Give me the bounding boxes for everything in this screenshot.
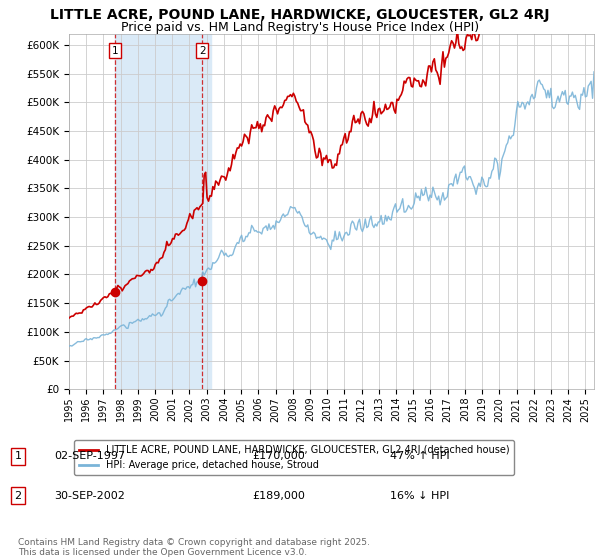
Text: £170,000: £170,000: [252, 451, 305, 461]
Text: 1: 1: [14, 451, 22, 461]
Legend: LITTLE ACRE, POUND LANE, HARDWICKE, GLOUCESTER, GL2 4RJ (detached house), HPI: A: LITTLE ACRE, POUND LANE, HARDWICKE, GLOU…: [74, 440, 514, 475]
Text: 2: 2: [199, 46, 206, 56]
Text: 47% ↑ HPI: 47% ↑ HPI: [390, 451, 449, 461]
Text: 2: 2: [14, 491, 22, 501]
Text: 1: 1: [112, 46, 118, 56]
Text: 16% ↓ HPI: 16% ↓ HPI: [390, 491, 449, 501]
Text: LITTLE ACRE, POUND LANE, HARDWICKE, GLOUCESTER, GL2 4RJ: LITTLE ACRE, POUND LANE, HARDWICKE, GLOU…: [50, 8, 550, 22]
Text: Price paid vs. HM Land Registry's House Price Index (HPI): Price paid vs. HM Land Registry's House …: [121, 21, 479, 34]
Bar: [115, 34, 211, 389]
Text: £189,000: £189,000: [252, 491, 305, 501]
Text: 30-SEP-2002: 30-SEP-2002: [54, 491, 125, 501]
Text: 02-SEP-1997: 02-SEP-1997: [54, 451, 125, 461]
Text: Contains HM Land Registry data © Crown copyright and database right 2025.
This d: Contains HM Land Registry data © Crown c…: [18, 538, 370, 557]
